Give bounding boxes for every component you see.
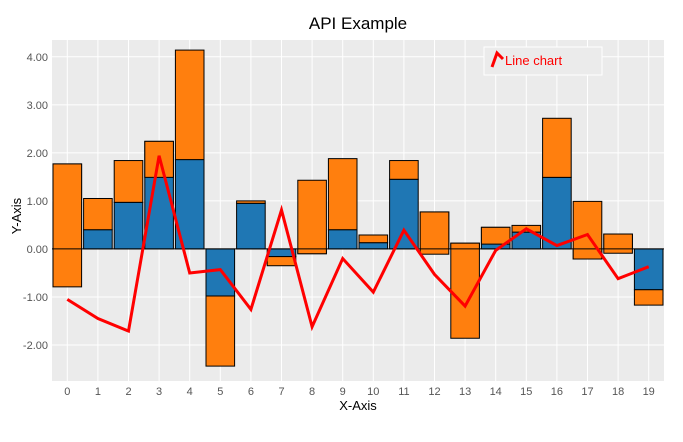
legend-line-swatch bbox=[490, 50, 505, 68]
bar-base bbox=[358, 242, 389, 250]
y-tick-label: 4.00 bbox=[27, 52, 48, 64]
bar-stacked bbox=[633, 289, 664, 306]
x-tick-label: 7 bbox=[278, 386, 284, 398]
x-tick-label: 3 bbox=[156, 386, 162, 398]
y-tick-label: 2.00 bbox=[27, 148, 48, 160]
y-tick-label: 3.00 bbox=[27, 100, 48, 112]
bar-base bbox=[205, 248, 236, 297]
legend-box bbox=[483, 46, 603, 76]
chart-title: API Example bbox=[309, 14, 407, 33]
bar-base bbox=[542, 176, 572, 250]
bar-stacked bbox=[327, 158, 358, 231]
x-tick-label: 18 bbox=[612, 386, 624, 398]
x-tick-label: 14 bbox=[490, 386, 502, 398]
x-tick-label: 6 bbox=[248, 386, 254, 398]
x-tick-label: 15 bbox=[520, 386, 532, 398]
x-tick-label: 11 bbox=[398, 386, 409, 398]
bar-base bbox=[113, 201, 144, 250]
bar-base bbox=[236, 202, 266, 250]
bar-stacked bbox=[266, 256, 297, 267]
x-tick-label: 0 bbox=[64, 386, 70, 398]
x-tick-label: 19 bbox=[643, 386, 655, 398]
bar-stacked bbox=[236, 200, 266, 204]
x-tick-label: 10 bbox=[367, 386, 379, 398]
bar-stacked bbox=[480, 226, 511, 245]
bar-stacked bbox=[297, 179, 327, 255]
plot-area: -2.00-1.000.001.002.003.004.000 1 2 3 4 5 6 7 8 9… bbox=[23, 40, 664, 398]
x-tick-label: 8 bbox=[309, 386, 315, 398]
bar-stacked bbox=[174, 49, 205, 161]
y-axis-title: Y-Axis bbox=[9, 197, 24, 234]
bar-stacked bbox=[358, 234, 389, 244]
bar-stacked bbox=[83, 197, 113, 231]
bar-stacked bbox=[542, 117, 572, 178]
bar-base bbox=[389, 178, 419, 250]
bar-stacked bbox=[113, 160, 144, 203]
x-axis-title: X-Axis bbox=[339, 398, 377, 413]
x-tick-label: 4 bbox=[187, 386, 193, 398]
x-tick-label: 2 bbox=[125, 386, 131, 398]
x-tick-label: 5 bbox=[217, 386, 223, 398]
y-tick-label: 0.00 bbox=[27, 244, 48, 256]
bar-stacked bbox=[603, 233, 633, 254]
bar-stacked bbox=[205, 295, 236, 367]
legend-label: Line chart bbox=[505, 53, 562, 68]
line-series bbox=[66, 155, 650, 334]
bar-stacked bbox=[419, 211, 450, 255]
y-tick-label: 1.00 bbox=[27, 196, 48, 208]
x-tick-label: 13 bbox=[459, 386, 471, 398]
bar-base bbox=[83, 229, 113, 250]
bar-base bbox=[327, 229, 358, 250]
x-tick-label: 12 bbox=[428, 386, 440, 398]
bar-stacked bbox=[52, 163, 83, 288]
bar-stacked bbox=[144, 140, 174, 178]
x-tick-label: 17 bbox=[581, 386, 593, 398]
x-tick-label: 9 bbox=[340, 386, 346, 398]
y-tick-label: -2.00 bbox=[23, 340, 48, 352]
bar-stacked bbox=[389, 160, 419, 180]
y-tick-label: -1.00 bbox=[23, 292, 48, 304]
x-tick-label: 16 bbox=[551, 386, 563, 398]
x-tick-label: 1 bbox=[95, 386, 101, 398]
plot-background bbox=[52, 40, 664, 381]
